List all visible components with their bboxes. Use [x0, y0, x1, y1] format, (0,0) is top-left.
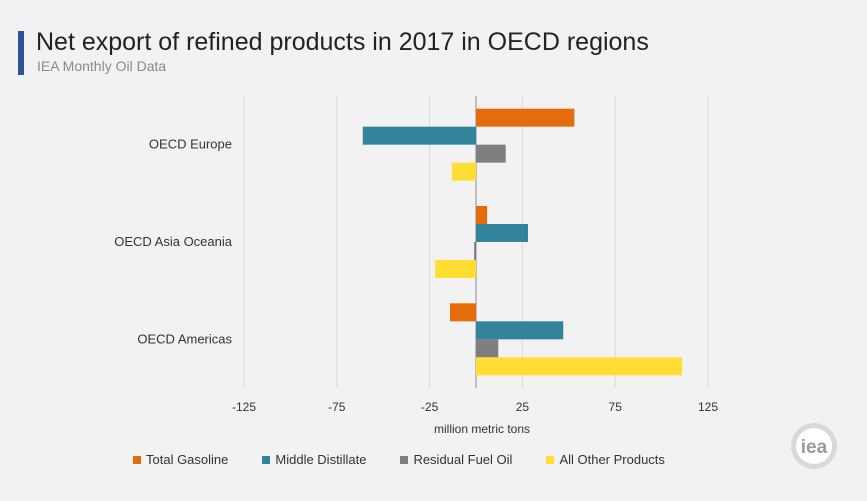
logo-text: iea [801, 437, 828, 458]
x-tick-label: 25 [516, 400, 530, 414]
iea-logo: iea [791, 423, 837, 469]
bar-all-other-products [435, 260, 476, 278]
x-tick-label: -125 [232, 400, 256, 414]
bar-middle-distillate [476, 321, 564, 340]
bar-residual-fuel-oil [476, 144, 506, 163]
category-label: OECD Americas [137, 331, 232, 346]
bar-all-other-products [476, 357, 683, 376]
bar-middle-distillate [362, 126, 476, 145]
title-accent-bar [18, 31, 24, 75]
chart-subtitle: IEA Monthly Oil Data [37, 58, 167, 74]
bar-total-gasoline [450, 303, 476, 322]
category-label: OECD Asia Oceania [114, 234, 233, 249]
legend-swatch [400, 455, 409, 464]
legend-item: Total Gasoline [133, 452, 228, 467]
legend-swatch [133, 455, 141, 464]
legend-item: All Other Products [546, 452, 665, 467]
legend-swatch [262, 455, 271, 464]
x-tick-label: -25 [421, 400, 439, 414]
bar-middle-distillate [476, 224, 528, 242]
bar-total-gasoline [476, 206, 488, 224]
chart-legend: Total Gasoline Middle Distillate Residual … [133, 452, 699, 467]
legend-swatch [546, 455, 555, 464]
legend-item: Residual Fuel Oil [400, 452, 512, 467]
x-tick-label: -75 [328, 400, 346, 414]
chart-title: Net export of refined products in 2017 i… [36, 28, 649, 56]
category-label: OECD Europe [149, 137, 232, 152]
bar-residual-fuel-oil [474, 242, 476, 260]
legend-label: Residual Fuel Oil [413, 452, 513, 467]
legend-label: All Other Products [559, 452, 665, 467]
bar-all-other-products [451, 162, 476, 181]
bar-residual-fuel-oil [476, 339, 499, 358]
bar-total-gasoline [476, 108, 575, 127]
x-tick-label: 125 [698, 400, 718, 414]
x-tick-label: 75 [609, 400, 623, 414]
legend-label: Middle Distillate [275, 452, 367, 467]
x-axis-label: million metric tons [434, 422, 530, 436]
legend-label: Total Gasoline [146, 452, 229, 467]
legend-item: Middle Distillate [262, 452, 366, 467]
